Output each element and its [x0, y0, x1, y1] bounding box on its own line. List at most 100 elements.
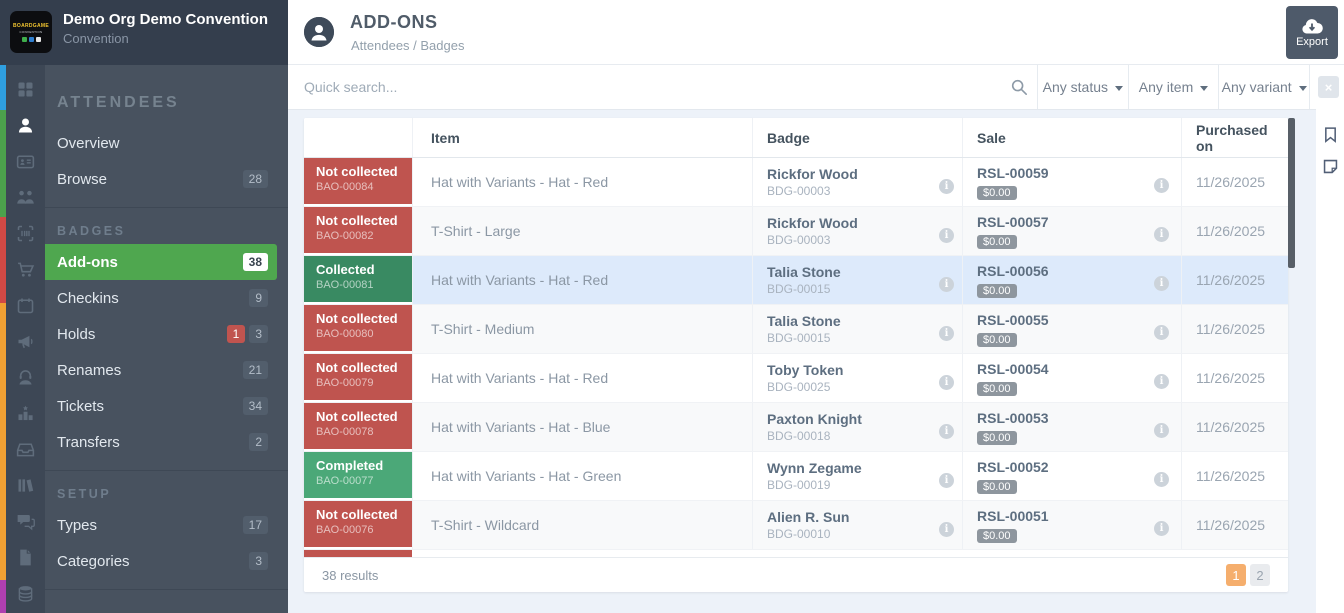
- column-header-sale[interactable]: Sale: [962, 118, 1181, 157]
- info-icon[interactable]: i: [939, 521, 954, 537]
- purchased-on-cell: 11/26/2025: [1181, 354, 1288, 402]
- info-icon[interactable]: i: [1154, 472, 1169, 487]
- table-body: Not collected BAO-00084 Hat with Variant…: [304, 158, 1288, 550]
- column-header-badge[interactable]: Badge: [752, 118, 962, 157]
- variant-filter-dropdown[interactable]: Any variant: [1218, 65, 1309, 109]
- export-button[interactable]: Export: [1286, 6, 1338, 59]
- info-icon[interactable]: i: [1154, 178, 1169, 193]
- table-row[interactable]: Not collected BAO-00082 T-Shirt - Large …: [304, 207, 1288, 256]
- note-icon[interactable]: [1322, 158, 1339, 175]
- info-icon[interactable]: i: [1154, 227, 1169, 242]
- sale-code: RSL-00059: [977, 165, 1049, 181]
- people-icon[interactable]: [15, 187, 36, 208]
- sidebar-section-label-badges: BADGES: [57, 224, 126, 238]
- item-filter-dropdown[interactable]: Any item: [1127, 65, 1219, 109]
- document-icon[interactable]: [15, 547, 36, 568]
- status-filter-dropdown[interactable]: Any status: [1037, 65, 1128, 109]
- inbox-icon[interactable]: [15, 439, 36, 460]
- column-header-purchased-on[interactable]: Purchased on: [1181, 118, 1288, 157]
- search-input[interactable]: [304, 65, 994, 109]
- item-cell: Hat with Variants - Hat - Blue: [412, 403, 752, 451]
- price-badge: $0.00: [977, 381, 1017, 396]
- table-row[interactable]: Completed BAO-00077 Hat with Variants - …: [304, 452, 1288, 501]
- badge-holder-name: Rickfor Wood: [767, 215, 858, 231]
- cart-icon[interactable]: [15, 259, 36, 280]
- sidebar-item-overview[interactable]: Overview: [45, 125, 288, 161]
- org-header[interactable]: BOARDGAME CONVENTION Demo Org Demo Conve…: [0, 0, 288, 65]
- sidebar-item-label: Add-ons: [57, 253, 118, 271]
- addon-code: BAO-00084: [316, 180, 374, 193]
- table-row[interactable]: Not collected BAO-00079 Hat with Variant…: [304, 354, 1288, 403]
- info-icon[interactable]: i: [1154, 276, 1169, 291]
- badge-cell: Talia Stone BDG-00015 i: [752, 256, 962, 304]
- coins-icon[interactable]: [15, 583, 36, 604]
- sidebar-item-categories[interactable]: Categories 3: [45, 543, 288, 579]
- info-icon[interactable]: i: [1154, 325, 1169, 340]
- item-cell: T-Shirt - Medium: [412, 305, 752, 353]
- breadcrumb[interactable]: Attendees / Badges: [351, 38, 465, 53]
- status-label: Not collected: [316, 311, 398, 326]
- table-row[interactable]: Collected BAO-00081 Hat with Variants - …: [304, 256, 1288, 305]
- barcode-scan-icon[interactable]: [15, 223, 36, 244]
- status-cell: Not collected BAO-00084: [304, 158, 412, 206]
- info-icon[interactable]: i: [939, 374, 954, 390]
- status-label: Not collected: [316, 164, 398, 179]
- purchased-on-cell: 11/26/2025: [1181, 501, 1288, 549]
- ranking-icon[interactable]: [15, 403, 36, 424]
- sidebar-item-tickets[interactable]: Tickets 34: [45, 388, 288, 424]
- person-icon[interactable]: [15, 115, 36, 136]
- chat-icon[interactable]: [15, 511, 36, 532]
- sidebar-item-label: Renames: [57, 361, 122, 379]
- column-header-status: [304, 118, 412, 157]
- info-icon[interactable]: i: [939, 472, 954, 488]
- support-icon[interactable]: [15, 367, 36, 388]
- sidebar-item-browse[interactable]: Browse 28: [45, 161, 288, 197]
- id-card-icon[interactable]: [15, 151, 36, 172]
- badge-holder-name: Rickfor Wood: [767, 166, 858, 182]
- sidebar-item-checkins[interactable]: Checkins 9: [45, 280, 288, 316]
- table-row[interactable]: Not collected BAO-00080 T-Shirt - Medium…: [304, 305, 1288, 354]
- info-icon[interactable]: i: [939, 423, 954, 439]
- table-row[interactable]: Not collected BAO-00076 T-Shirt - Wildca…: [304, 501, 1288, 550]
- info-icon[interactable]: i: [939, 276, 954, 292]
- calendar-icon[interactable]: [15, 295, 36, 316]
- bookmark-icon[interactable]: [1322, 126, 1339, 143]
- sidebar-item-types[interactable]: Types 17: [45, 507, 288, 543]
- sidebar-item-add-ons[interactable]: Add-ons 38: [45, 244, 277, 280]
- table-row[interactable]: Not collected BAO-00078 Hat with Variant…: [304, 403, 1288, 452]
- item-name: Hat with Variants - Hat - Red: [431, 174, 609, 190]
- price-badge: $0.00: [977, 283, 1017, 298]
- count-badge: 3: [249, 552, 268, 570]
- item-name: Hat with Variants - Hat - Blue: [431, 419, 611, 435]
- column-header-item[interactable]: Item: [412, 118, 752, 157]
- table-row[interactable]: Not collected BAO-00084 Hat with Variant…: [304, 158, 1288, 207]
- status-cell: Not collected BAO-00080: [304, 305, 412, 353]
- sidebar-item-transfers[interactable]: Transfers 2: [45, 424, 288, 460]
- sidebar-item-renames[interactable]: Renames 21: [45, 352, 288, 388]
- count-badge: 2: [249, 433, 268, 451]
- info-icon[interactable]: i: [1154, 521, 1169, 536]
- megaphone-icon[interactable]: [15, 331, 36, 352]
- info-icon[interactable]: i: [939, 325, 954, 341]
- info-icon[interactable]: i: [1154, 374, 1169, 389]
- badge-cell: Alien R. Sun BDG-00010 i: [752, 501, 962, 549]
- info-icon[interactable]: i: [939, 178, 954, 194]
- table-scrollbar-thumb[interactable]: [1288, 118, 1295, 268]
- info-icon[interactable]: i: [939, 227, 954, 243]
- alert-badge: 1: [226, 325, 246, 343]
- page-title: ADD-ONS: [350, 12, 438, 32]
- page-button-1[interactable]: 1: [1226, 564, 1246, 586]
- status-cell: [304, 550, 412, 557]
- info-icon[interactable]: i: [1154, 423, 1169, 438]
- purchase-date: 11/26/2025: [1196, 321, 1266, 337]
- page-button-2[interactable]: 2: [1250, 564, 1270, 586]
- library-icon[interactable]: [15, 475, 36, 496]
- addon-code: BAO-00080: [316, 327, 374, 340]
- sale-cell: RSL-00055 $0.00 i: [962, 305, 1181, 353]
- item-cell: Hat with Variants - Hat - Red: [412, 256, 752, 304]
- grid-icon[interactable]: [15, 79, 36, 100]
- sidebar-item-holds[interactable]: Holds 1 3: [45, 316, 288, 352]
- filter-bar: Any status Any item Any variant: [288, 65, 1316, 110]
- status-filter-label: Any status: [1042, 79, 1109, 95]
- clear-filters-button[interactable]: ×: [1318, 76, 1339, 98]
